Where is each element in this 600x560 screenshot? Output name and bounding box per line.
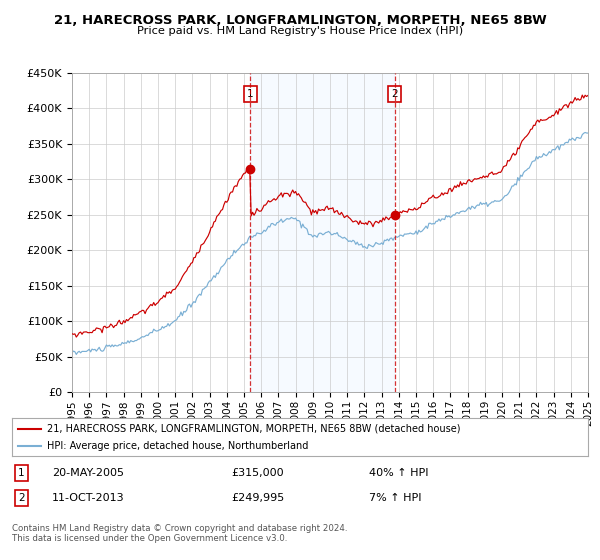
Text: HPI: Average price, detached house, Northumberland: HPI: Average price, detached house, Nort… [47,441,308,451]
Bar [250,73,394,392]
Text: £249,995: £249,995 [231,493,284,503]
Text: 21, HARECROSS PARK, LONGFRAMLINGTON, MORPETH, NE65 8BW: 21, HARECROSS PARK, LONGFRAMLINGTON, MOR… [53,14,547,27]
Text: 20-MAY-2005: 20-MAY-2005 [52,468,124,478]
Text: Contains HM Land Registry data © Crown copyright and database right 2024.
This d: Contains HM Land Registry data © Crown c… [12,524,347,543]
Text: 2: 2 [391,89,398,99]
Text: Price paid vs. HM Land Registry's House Price Index (HPI): Price paid vs. HM Land Registry's House … [137,26,463,36]
Text: 2: 2 [18,493,25,503]
Text: 11-OCT-2013: 11-OCT-2013 [52,493,125,503]
Text: 21, HARECROSS PARK, LONGFRAMLINGTON, MORPETH, NE65 8BW (detached house): 21, HARECROSS PARK, LONGFRAMLINGTON, MOR… [47,424,460,434]
Text: 7% ↑ HPI: 7% ↑ HPI [369,493,422,503]
Text: £315,000: £315,000 [231,468,284,478]
Text: 1: 1 [18,468,25,478]
Text: 40% ↑ HPI: 40% ↑ HPI [369,468,428,478]
Text: 1: 1 [247,89,254,99]
